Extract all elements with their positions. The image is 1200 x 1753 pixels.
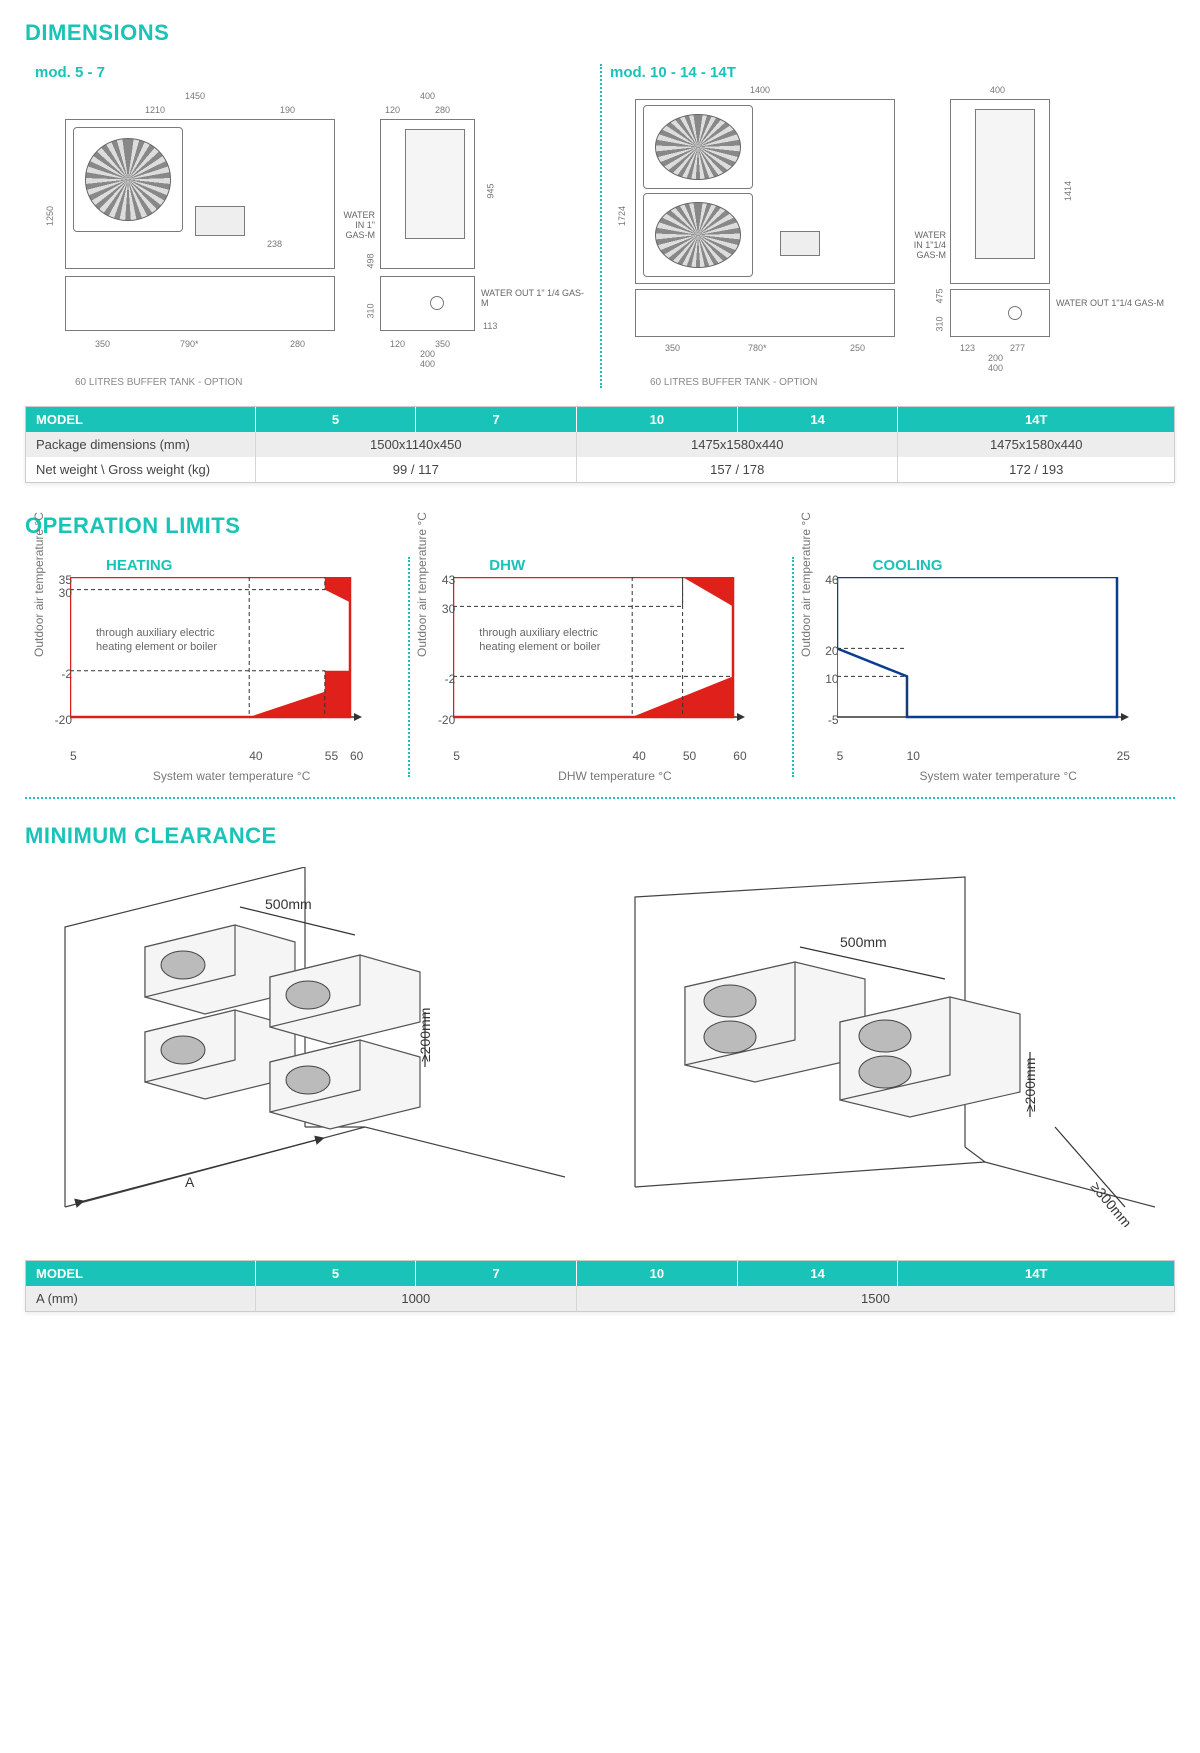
fan-grille-bottom bbox=[643, 193, 753, 277]
divider bbox=[600, 64, 602, 388]
divider bbox=[25, 797, 1175, 799]
heating-chart: HEATINGOutdoor air temperature °CSystem … bbox=[40, 557, 393, 777]
svg-text:≥300mm: ≥300mm bbox=[1088, 1179, 1135, 1227]
mod-5-7-label: mod. 5 - 7 bbox=[35, 64, 590, 81]
clearance-left-svg: A 500mm ≥200mm bbox=[25, 867, 585, 1227]
svg-text:A: A bbox=[185, 1174, 195, 1190]
divider bbox=[792, 557, 794, 777]
mod-10-14-label: mod. 10 - 14 - 14T bbox=[610, 64, 1165, 81]
cooling-chart: COOLINGOutdoor air temperature °CSystem … bbox=[807, 557, 1160, 777]
buffer-tank-side-r bbox=[950, 289, 1050, 337]
buffer-label-left: 60 LITRES BUFFER TANK - OPTION bbox=[75, 377, 590, 388]
clearance-table: MODEL57101414TA (mm)10001500 bbox=[25, 1260, 1175, 1312]
svg-text:≥200mm: ≥200mm bbox=[417, 1008, 433, 1062]
dim-col-right: mod. 10 - 14 - 14T 1400 1724 350 780* 25… bbox=[600, 64, 1175, 388]
dimensions-diagrams: mod. 5 - 7 1450 1210 190 238 1250 350 79… bbox=[25, 64, 1175, 388]
operation-limits-charts: HEATINGOutdoor air temperature °CSystem … bbox=[25, 557, 1175, 777]
schematic-10-14: 1400 1724 350 780* 250 400 WATER IN 1"1/… bbox=[610, 91, 1165, 371]
fan-grille-top bbox=[643, 105, 753, 189]
operation-limits-title: OPERATION LIMITS bbox=[25, 513, 1175, 539]
dim-col-left: mod. 5 - 7 1450 1210 190 238 1250 350 79… bbox=[25, 64, 600, 388]
clearance-diagrams: A 500mm ≥200mm bbox=[25, 867, 1175, 1230]
buffer-tank-front-r bbox=[635, 289, 895, 337]
buffer-tank-side bbox=[380, 276, 475, 331]
clearance-title: MINIMUM CLEARANCE bbox=[25, 823, 1175, 849]
fan-grille bbox=[73, 127, 183, 232]
buffer-tank-front bbox=[65, 276, 335, 331]
svg-text:500mm: 500mm bbox=[840, 934, 887, 950]
clearance-right-svg: 500mm ≥200mm ≥300mm bbox=[615, 867, 1175, 1227]
dimensions-title: DIMENSIONS bbox=[25, 20, 1175, 46]
svg-text:≥200mm: ≥200mm bbox=[1022, 1058, 1038, 1112]
dimensions-table: MODEL57101414TPackage dimensions (mm)150… bbox=[25, 406, 1175, 483]
buffer-label-right: 60 LITRES BUFFER TANK - OPTION bbox=[650, 377, 1165, 388]
svg-text:500mm: 500mm bbox=[265, 896, 312, 912]
dhw-chart: DHWOutdoor air temperature °CDHW tempera… bbox=[423, 557, 776, 777]
divider bbox=[408, 557, 410, 777]
schematic-5-7: 1450 1210 190 238 1250 350 790* 280 400 … bbox=[35, 91, 590, 371]
